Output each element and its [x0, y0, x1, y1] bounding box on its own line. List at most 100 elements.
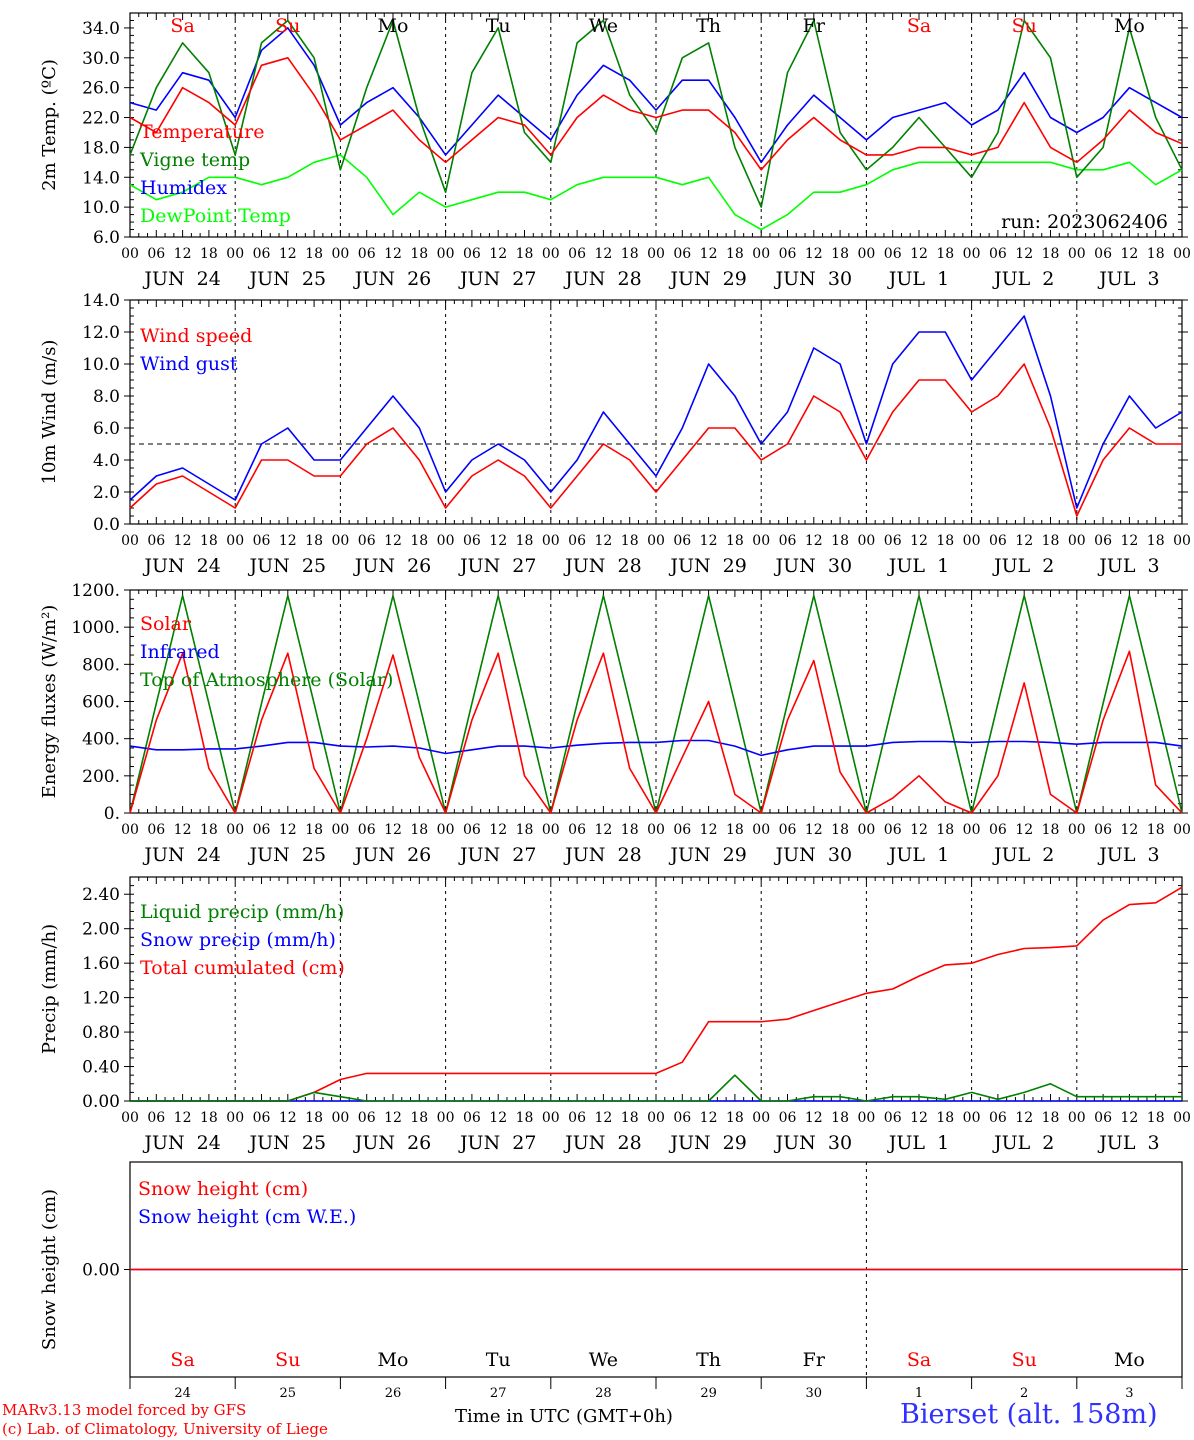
hour-label: 06 — [1094, 246, 1112, 262]
hour-label: 12 — [489, 1110, 507, 1126]
hour-label: 06 — [358, 822, 376, 838]
hour-label: 18 — [200, 822, 218, 838]
y-tick-label: 1.20 — [82, 989, 120, 1009]
day-label: JUN 27 — [458, 1132, 537, 1154]
hour-label: 06 — [779, 533, 797, 549]
weekday-label: Su — [1012, 15, 1037, 37]
legend-entry: Snow height (cm) — [138, 1178, 308, 1200]
hour-label: 00 — [226, 533, 244, 549]
weekday-label: Sa — [907, 15, 931, 37]
weekday-label: Tu — [486, 1349, 511, 1371]
hour-label: 18 — [410, 822, 428, 838]
day-number-label: 30 — [806, 1386, 823, 1401]
hour-label: 18 — [726, 1110, 744, 1126]
hour-label: 12 — [279, 533, 297, 549]
hour-label: 18 — [305, 246, 323, 262]
hour-label: 18 — [936, 246, 954, 262]
hour-label: 00 — [1173, 246, 1191, 262]
hour-label: 12 — [279, 246, 297, 262]
hour-label: 12 — [1120, 246, 1138, 262]
hour-label: 00 — [121, 822, 139, 838]
weekday-label: Fr — [803, 15, 826, 37]
weekday-label: Su — [1012, 1349, 1037, 1371]
hour-label: 12 — [384, 822, 402, 838]
y-tick-label: 0.00 — [82, 1261, 120, 1281]
day-label: JUN 26 — [353, 1132, 432, 1154]
day-label: JUN 30 — [774, 1132, 853, 1154]
hour-label: 00 — [1173, 1110, 1191, 1126]
day-label: JUN 28 — [563, 1132, 642, 1154]
hour-label: 00 — [752, 533, 770, 549]
legend-entry: Vigne temp — [139, 149, 250, 171]
hour-label: 06 — [463, 822, 481, 838]
panel-2: 0. 200. 400. 600. 800. 1000. 1200. Energy fluxe… — [39, 581, 1191, 866]
day-label: JUN 25 — [248, 844, 327, 866]
hour-label: 00 — [331, 822, 349, 838]
day-label: JUL 1 — [887, 268, 949, 290]
hour-label: 00 — [647, 1110, 665, 1126]
hour-label: 12 — [700, 246, 718, 262]
hour-label: 18 — [1147, 533, 1165, 549]
site-title: Bierset (alt. 158m) — [900, 1399, 1158, 1430]
day-label: JUN 25 — [248, 1132, 327, 1154]
hour-label: 06 — [568, 533, 586, 549]
hour-label: 12 — [1015, 1110, 1033, 1126]
hour-label: 18 — [621, 533, 639, 549]
weekday-label: Mo — [1114, 15, 1145, 37]
day-label: JUN 28 — [563, 844, 642, 866]
hour-label: 12 — [279, 1110, 297, 1126]
hour-label: 00 — [963, 822, 981, 838]
hour-label: 06 — [779, 1110, 797, 1126]
day-label: JUL 2 — [992, 844, 1054, 866]
day-label: JUL 1 — [887, 844, 949, 866]
panel-0: 6.0 10.0 14.0 18.0 22.0 26.0 30.0 34.0 2m Temp. … — [39, 12, 1191, 290]
hour-label: 06 — [253, 533, 271, 549]
y-tick-label: 6.0 — [93, 228, 120, 248]
hour-label: 06 — [1094, 533, 1112, 549]
hour-label: 06 — [673, 246, 691, 262]
day-label: JUN 24 — [142, 555, 221, 577]
hour-label: 06 — [989, 822, 1007, 838]
y-tick-label: 1000. — [71, 618, 120, 638]
day-label: JUN 29 — [668, 555, 747, 577]
y-tick-label: 34.0 — [82, 19, 120, 39]
y-tick-label: 2.00 — [82, 920, 120, 940]
footer-line1: MARv3.13 model forced by GFS — [2, 1401, 247, 1419]
weekday-label: Fr — [803, 1349, 826, 1371]
legend-entry: Total cumulated (cm) — [140, 957, 345, 979]
hour-label: 12 — [174, 822, 192, 838]
weekday-label: We — [589, 1349, 618, 1371]
day-label: JUN 26 — [353, 844, 432, 866]
hour-label: 06 — [568, 822, 586, 838]
series-line-liquid-precip-mm-h — [130, 1074, 1182, 1102]
hour-label: 06 — [884, 1110, 902, 1126]
hour-label: 18 — [516, 533, 534, 549]
y-tick-label: 26.0 — [82, 79, 120, 99]
hour-label: 18 — [621, 822, 639, 838]
day-label: JUL 3 — [1097, 268, 1159, 290]
day-label: JUL 2 — [992, 1132, 1054, 1154]
day-label: JUN 30 — [774, 268, 853, 290]
hour-label: 18 — [936, 533, 954, 549]
hour-label: 00 — [226, 246, 244, 262]
legend-entry: Top of Atmosphere (Solar) — [140, 669, 393, 691]
legend-entry: DewPoint Temp — [140, 205, 291, 227]
day-label: JUN 26 — [353, 555, 432, 577]
hour-label: 12 — [700, 1110, 718, 1126]
hour-label: 06 — [884, 533, 902, 549]
hour-label: 12 — [594, 822, 612, 838]
hour-label: 00 — [857, 1110, 875, 1126]
hour-label: 00 — [752, 1110, 770, 1126]
hour-label: 12 — [174, 246, 192, 262]
y-tick-label: 800. — [82, 655, 120, 675]
hour-label: 00 — [1173, 533, 1191, 549]
weekday-label: Sa — [907, 1349, 931, 1371]
hour-label: 06 — [147, 533, 165, 549]
series-line-wind-gust — [129, 315, 1183, 509]
day-label: JUN 29 — [668, 268, 747, 290]
panel-4: 0.00 Snow height (cm) Snow height (cm) Snow… — [39, 1161, 1188, 1401]
hour-label: 12 — [174, 533, 192, 549]
hour-label: 12 — [1120, 822, 1138, 838]
y-tick-label: 12.0 — [82, 323, 120, 343]
hour-label: 12 — [700, 822, 718, 838]
